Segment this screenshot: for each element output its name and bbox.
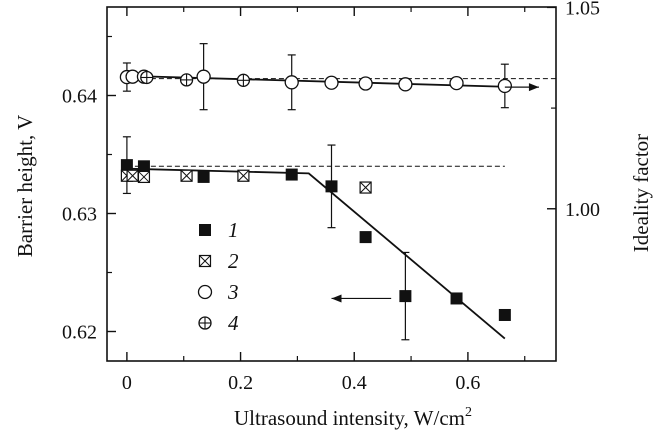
data-point-series-2 (137, 170, 151, 184)
data-point-series-1-shape (359, 231, 372, 244)
data-point-series-1-shape (450, 292, 463, 305)
fit-lines-group (126, 74, 506, 340)
legend-marker-3 (197, 284, 213, 300)
legend-item: 2 (198, 249, 239, 273)
legend-item: 3 (197, 280, 239, 304)
axis-arrow-head (528, 83, 539, 92)
data-point-series-3 (358, 76, 373, 91)
x-tick-label: 0 (122, 372, 132, 394)
data-point-series-1 (325, 180, 338, 193)
x-axis-title: Ultrasound intensity, W/cm2 (234, 405, 472, 430)
legend: 1 2 3 4 (197, 218, 239, 335)
data-point-series-3 (196, 69, 211, 84)
data-point-series-1-shape (137, 160, 150, 173)
legend-marker-4 (198, 316, 212, 330)
legend-marker-3-shape (197, 284, 213, 300)
legend-label: 3 (227, 280, 239, 304)
ticks-group: 0 0.2 0.4 0.6 0.62 0.63 0.64 1.00 1.05 (62, 0, 600, 394)
legend-item: 1 (199, 218, 239, 242)
legend-label: 1 (228, 218, 239, 242)
data-point-series-3-shape (497, 78, 512, 94)
data-point-series-2 (359, 181, 372, 194)
y-tick-label: 0.64 (62, 86, 97, 108)
data-point-series-2-cross (126, 169, 139, 182)
data-point-series-1-shape (399, 290, 412, 303)
data-point-series-3-shape (358, 76, 373, 91)
legend-label: 4 (228, 311, 239, 335)
data-point-series-1-shape (197, 170, 210, 183)
data-point-series-1-shape (325, 180, 338, 193)
data-point-series-1 (359, 231, 372, 244)
data-point-series-1-shape (285, 168, 298, 181)
data-point-series-3 (497, 78, 512, 94)
y2-tick-label: 1.00 (565, 199, 600, 221)
axis-arrows-group (331, 83, 539, 303)
legend-marker-1-shape (199, 224, 211, 236)
y2-tick-label: 1.05 (565, 0, 600, 19)
data-point-series-4 (179, 73, 194, 87)
x-tick-label: 0.4 (342, 372, 367, 394)
data-point-series-3-shape (284, 75, 299, 90)
data-point-series-1 (399, 290, 412, 303)
data-point-series-3 (284, 75, 299, 90)
data-point-series-1 (137, 160, 150, 173)
y-tick-label: 0.62 (62, 322, 97, 344)
data-point-series-1-shape (120, 159, 133, 172)
x-axis-title-main: Ultrasound intensity, W/cm (234, 406, 465, 430)
data-point-series-2-cross (359, 181, 372, 194)
x-tick-label: 0.2 (228, 372, 253, 394)
data-point-series-1 (450, 292, 463, 305)
data-point-series-3 (324, 75, 339, 90)
y-axis-title: Barrier height, V (13, 115, 37, 258)
legend-marker-1 (199, 224, 211, 236)
data-point-series-3-shape (398, 77, 413, 92)
fit-line (126, 167, 506, 340)
x-tick-label: 0.6 (455, 372, 480, 394)
data-point-series-3-shape (324, 75, 339, 90)
data-point-series-2 (180, 169, 193, 182)
data-point-series-3 (398, 77, 413, 92)
data-points-group (119, 69, 512, 321)
legend-marker-2 (198, 254, 212, 268)
data-point-series-2-cross (180, 169, 193, 182)
data-point-series-2 (237, 169, 250, 182)
data-point-series-2-cross (138, 171, 150, 183)
reference-lines-group (126, 78, 556, 167)
data-point-series-3-shape (196, 69, 211, 84)
data-point-series-1 (197, 170, 210, 183)
data-point-series-2-cross (237, 169, 250, 182)
plot-frame-group (106, 6, 557, 362)
data-point-series-4 (236, 73, 251, 87)
y2-axis-title: Ideality factor (629, 134, 653, 252)
data-point-series-1 (285, 168, 298, 181)
data-point-series-1 (120, 159, 133, 172)
data-point-series-2 (126, 169, 139, 182)
plot-frame (106, 6, 557, 362)
axis-arrow-head (331, 294, 342, 303)
data-point-series-1 (498, 308, 511, 321)
data-point-series-3-shape (449, 75, 464, 91)
legend-item: 4 (198, 311, 239, 335)
legend-label: 2 (228, 249, 239, 273)
y-tick-label: 0.63 (62, 204, 97, 226)
data-point-series-1-shape (498, 308, 511, 321)
data-point-series-4 (140, 70, 154, 85)
data-point-series-3 (449, 75, 464, 91)
legend-marker-2-cross (199, 255, 211, 267)
x-axis-title-superscript: 2 (465, 405, 472, 420)
